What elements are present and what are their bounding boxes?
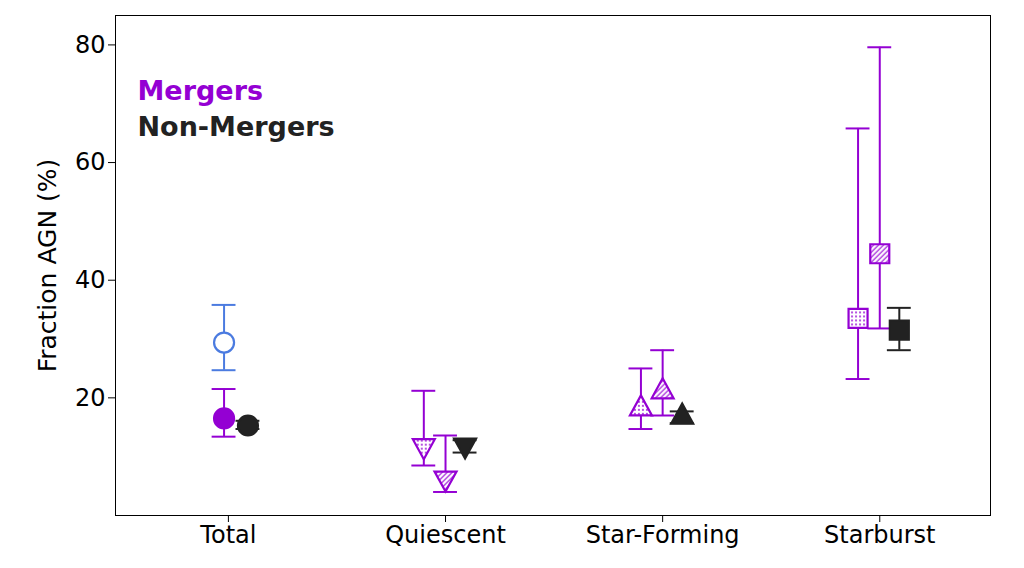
svg-text:60: 60	[75, 148, 106, 176]
svg-text:20: 20	[75, 384, 106, 412]
svg-text:Total: Total	[199, 521, 256, 549]
svg-text:Star-Forming: Star-Forming	[586, 521, 740, 549]
svg-text:40: 40	[75, 266, 106, 294]
svg-text:Starburst: Starburst	[824, 521, 935, 549]
svg-text:80: 80	[75, 31, 106, 59]
svg-text:Quiescent: Quiescent	[385, 521, 506, 549]
svg-text:Fraction AGN (%): Fraction AGN (%)	[33, 159, 62, 373]
svg-text:Non-Mergers: Non-Mergers	[138, 111, 335, 142]
svg-text:Mergers: Mergers	[138, 75, 264, 106]
